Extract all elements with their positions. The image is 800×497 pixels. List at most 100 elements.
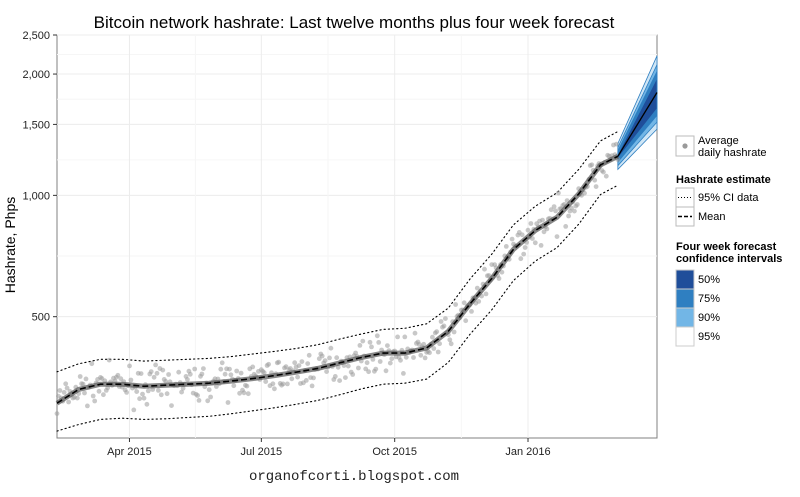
- data-point: [82, 390, 87, 396]
- data-point: [376, 340, 382, 345]
- data-point: [153, 362, 159, 368]
- data-point: [430, 334, 435, 340]
- legend-key-forecast: [675, 269, 695, 290]
- data-point: [544, 226, 550, 232]
- legend-label-ci: 95% CI data: [698, 192, 759, 204]
- data-point: [237, 390, 243, 396]
- data-point: [366, 369, 371, 375]
- y-tick-label: 2,000: [22, 69, 50, 81]
- data-point: [241, 390, 247, 396]
- data-point: [144, 401, 150, 407]
- legend-point-symbol: [682, 143, 688, 149]
- data-point: [521, 251, 527, 257]
- data-point: [453, 302, 458, 307]
- mean-line-layer: [55, 154, 620, 406]
- data-point: [292, 360, 298, 366]
- data-point: [127, 363, 132, 369]
- data-point: [101, 392, 106, 398]
- forecast-mean-line: [617, 92, 658, 157]
- data-point: [566, 213, 571, 219]
- data-point: [593, 184, 599, 190]
- chart-title: Bitcoin network hashrate: Last twelve mo…: [94, 13, 615, 32]
- data-point: [548, 207, 554, 213]
- data-point: [463, 318, 469, 324]
- data-point: [356, 365, 361, 371]
- ci-band: [56, 130, 619, 432]
- data-point: [461, 300, 467, 306]
- data-point: [83, 376, 89, 382]
- data-point: [245, 391, 251, 397]
- data-point: [383, 368, 389, 374]
- data-point: [403, 354, 409, 360]
- data-point: [306, 352, 312, 358]
- legend-label-forecast: 90%: [698, 312, 720, 324]
- data-point: [373, 366, 379, 372]
- data-point: [474, 285, 480, 291]
- legend-label-forecast: 50%: [698, 274, 720, 286]
- data-point: [89, 361, 95, 367]
- data-point: [145, 388, 151, 394]
- data-point: [370, 357, 376, 362]
- data-point: [156, 388, 161, 393]
- data-point: [518, 256, 524, 262]
- data-point: [285, 381, 290, 387]
- data-point: [151, 374, 157, 380]
- data-point: [141, 395, 147, 401]
- data-point: [80, 381, 86, 387]
- data-point: [250, 364, 256, 370]
- data-point: [519, 232, 525, 238]
- legend-label-forecast: 95%: [698, 331, 720, 343]
- data-point: [276, 359, 282, 365]
- data-point: [437, 341, 442, 347]
- data-point: [343, 375, 348, 380]
- data-point: [592, 177, 598, 183]
- data-point: [118, 376, 124, 382]
- data-point: [263, 379, 269, 384]
- data-point: [295, 374, 300, 380]
- data-point: [218, 366, 224, 372]
- data-point: [411, 355, 416, 360]
- data-point: [572, 208, 577, 214]
- data-point: [148, 369, 154, 374]
- y-tick-label: 1,500: [22, 119, 50, 131]
- data-point: [137, 396, 143, 402]
- data-point: [154, 370, 160, 376]
- x-tick-label: Jan 2016: [505, 446, 550, 458]
- data-point: [387, 360, 393, 366]
- data-point: [337, 378, 342, 383]
- data-point: [266, 361, 271, 367]
- data-point: [219, 360, 225, 366]
- data-point: [412, 330, 418, 336]
- data-point: [556, 190, 561, 196]
- data-point: [401, 371, 406, 376]
- data-point: [309, 383, 315, 389]
- data-point: [158, 392, 164, 398]
- data-point: [231, 383, 237, 389]
- legend-key-forecast: [675, 307, 695, 328]
- data-point: [448, 341, 454, 347]
- data-point: [176, 369, 182, 375]
- legend: Average daily hashrate Hashrate estimate 95…: [675, 135, 782, 347]
- data-point: [522, 245, 528, 250]
- data-point: [128, 377, 134, 383]
- data-point: [303, 378, 309, 383]
- data-point: [227, 366, 232, 372]
- data-point: [192, 366, 198, 372]
- data-point: [528, 221, 534, 226]
- data-point: [124, 390, 129, 395]
- data-point: [106, 357, 112, 363]
- data-point: [482, 266, 487, 272]
- data-point: [589, 162, 595, 168]
- data-point: [77, 374, 83, 379]
- data-point: [395, 334, 400, 340]
- data-point: [74, 395, 80, 401]
- data-point: [187, 371, 193, 377]
- data-point: [614, 141, 619, 147]
- data-point: [334, 355, 340, 361]
- data-point: [532, 240, 538, 246]
- data-point: [499, 269, 505, 275]
- data-point: [476, 299, 482, 304]
- data-point: [483, 291, 489, 297]
- data-point: [195, 393, 201, 398]
